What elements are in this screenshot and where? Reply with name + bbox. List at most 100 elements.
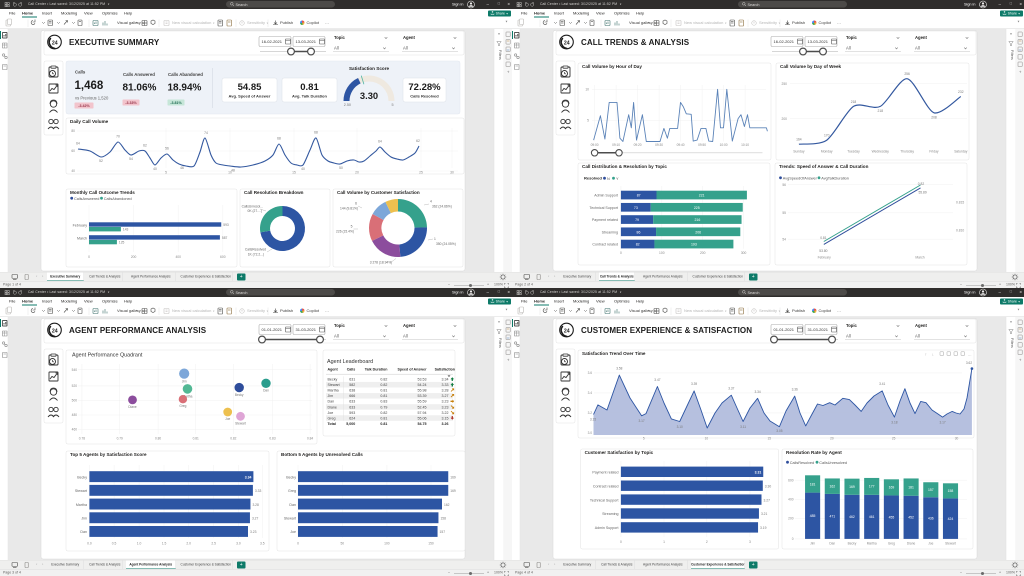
svg-text:Payment related: Payment related [592,218,618,222]
svg-text:20: 20 [355,171,359,175]
svg-text:March: March [77,237,87,241]
svg-text:AvgTalkDuration: AvgTalkDuration [821,176,849,180]
svg-text:200: 200 [788,517,794,521]
svg-text:↓: ↓ [932,352,934,356]
svg-text:16-02-2021: 16-02-2021 [774,39,795,44]
svg-text:169: 169 [450,489,456,493]
svg-text:Dan: Dan [80,530,87,534]
svg-text:1.0: 1.0 [137,542,142,546]
svg-text:3.5: 3.5 [260,542,265,546]
svg-text:Call Volume by Customer Satisf: Call Volume by Customer Satisfaction [337,190,420,195]
svg-text:208: 208 [931,116,937,120]
svg-text:Tuesday: Tuesday [847,150,860,154]
svg-text:Greg: Greg [288,489,296,493]
svg-text:1,468: 1,468 [75,80,104,92]
svg-text:CallsUnresolved: CallsUnresolved [819,461,847,465]
svg-text:Monthly Call Outcome Trends: Monthly Call Outcome Trends [70,190,135,195]
svg-text:Jim: Jim [182,379,187,383]
svg-text:55.59: 55.59 [418,400,427,404]
svg-text:0.83: 0.83 [380,400,387,404]
svg-text:48: 48 [231,169,235,173]
svg-text:68: 68 [314,131,318,135]
svg-text:0.79: 0.79 [117,437,123,441]
svg-text:Friday: Friday [929,150,939,154]
svg-text:6: 6 [355,202,357,206]
svg-text:Joe: Joe [928,542,933,546]
svg-text:455: 455 [889,515,895,519]
svg-text:Joe: Joe [225,417,230,421]
svg-text:40: 40 [71,169,75,173]
svg-text:Y: Y [616,177,619,181]
svg-text:50: 50 [339,166,343,170]
svg-text:Top 5 Agents by Satisfaction S: Top 5 Agents by Satisfaction Score [70,452,147,457]
svg-text:181: 181 [810,482,816,486]
svg-text:181: 181 [908,485,914,489]
svg-text:72.28%: 72.28% [408,82,441,93]
svg-text:587: 587 [222,236,228,240]
svg-text:1.5: 1.5 [162,542,167,546]
svg-text:«: « [1010,319,1013,324]
svg-text:+: + [1019,358,1022,363]
svg-text:0.81: 0.81 [193,437,199,441]
svg-text:All: All [334,45,339,50]
svg-text:3.41: 3.41 [879,382,885,386]
svg-text:Martha: Martha [328,389,339,393]
svg-text:All: All [846,333,851,338]
svg-text:↑: ↑ [925,352,927,356]
svg-text:80: 80 [71,129,75,133]
svg-text:400: 400 [788,498,794,502]
svg-text:Filters: Filters [498,338,502,348]
svg-text:31-03-2021: 31-03-2021 [808,327,829,332]
svg-text:300: 300 [741,251,747,255]
svg-text:16-02-2021: 16-02-2021 [262,39,283,44]
svg-text:18.94%: 18.94% [168,83,202,94]
svg-text:3.4: 3.4 [588,391,593,395]
svg-text:Stewart: Stewart [284,517,296,521]
svg-text:Resolution Rate by Agent: Resolution Rate by Agent [786,450,842,455]
svg-text:CallsResolved: CallsResolved [790,461,814,465]
svg-text:-3.81%: -3.81% [170,101,182,105]
svg-text:Satisfaction Trend Over Time: Satisfaction Trend Over Time [582,351,646,356]
svg-text:0.82: 0.82 [380,378,387,382]
svg-text:February: February [818,256,832,260]
svg-text:3.17: 3.17 [638,419,644,423]
svg-text:Daily Call Volume: Daily Call Volume [70,119,109,124]
svg-text:460: 460 [72,428,78,432]
svg-text:206: 206 [695,230,701,234]
svg-text:52.45: 52.45 [418,405,427,409]
svg-text:All: All [915,333,920,338]
svg-text:Saturday: Saturday [954,150,968,154]
svg-text:Contract related: Contract related [593,484,619,488]
svg-text:3.33: 3.33 [442,383,449,387]
svg-text:3.36: 3.36 [792,388,798,392]
svg-text:164: 164 [796,138,802,142]
svg-text:Customer Satisfaction by Topic: Customer Satisfaction by Topic [585,450,654,455]
svg-text:10: 10 [585,88,589,92]
svg-text:Call Distribution & Resolution: Call Distribution & Resolution by Topic [582,164,667,169]
svg-text:February: February [73,224,88,228]
svg-text:3.31: 3.31 [755,471,762,475]
svg-text:2.0: 2.0 [186,542,191,546]
svg-text:Greg: Greg [328,416,336,420]
svg-text:Wednesday: Wednesday [872,150,890,154]
svg-text:462: 462 [849,515,855,519]
svg-text:64: 64 [76,142,80,146]
svg-text:0: 0 [88,255,90,259]
svg-text:50: 50 [340,542,344,546]
svg-text:CallsAnswered: CallsAnswered [74,197,99,201]
svg-text:3.21: 3.21 [761,512,768,516]
svg-text:3.27: 3.27 [764,498,771,502]
svg-text:100: 100 [659,251,665,255]
svg-text:-3.42%: -3.42% [78,104,90,108]
svg-text:10: 10 [705,437,709,441]
svg-text:46: 46 [180,166,184,170]
svg-text:1: 1 [434,237,436,241]
svg-text:169: 169 [450,475,456,479]
svg-text:30: 30 [450,171,454,175]
svg-text:All: All [915,45,920,50]
svg-text:143: 143 [123,228,129,232]
svg-text:Monday: Monday [821,150,833,154]
svg-text:0.82: 0.82 [380,383,387,387]
svg-text:Greg: Greg [179,404,186,408]
svg-text:0.81: 0.81 [380,394,387,398]
